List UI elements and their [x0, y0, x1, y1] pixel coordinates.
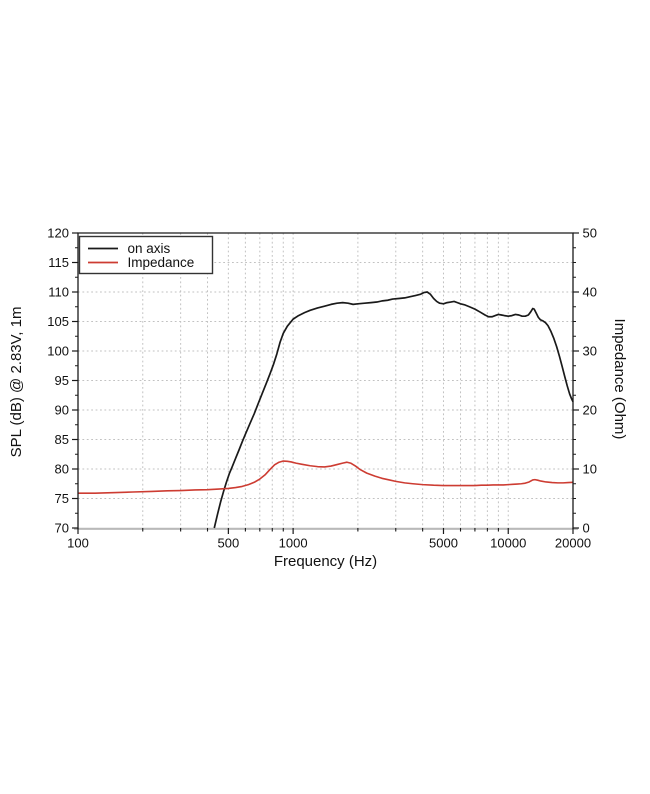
y-left-tick-label: 105 — [47, 314, 69, 329]
y-right-tick-label: 30 — [583, 344, 597, 359]
y-right-tick-label: 0 — [583, 521, 590, 536]
y-right-tick-label: 40 — [583, 285, 597, 300]
y-left-tick-label: 85 — [55, 432, 69, 447]
legend-item-label: on axis — [128, 241, 171, 256]
y-left-tick-label: 70 — [55, 521, 69, 536]
y-left-tick-label: 80 — [55, 462, 69, 477]
y-left-tick-label: 90 — [55, 403, 69, 418]
y-right-tick-label: 50 — [583, 226, 597, 241]
y-right-tick-label: 20 — [583, 403, 597, 418]
x-tick-label: 5000 — [429, 536, 458, 551]
y-right-axis-title: Impedance (Ohm) — [611, 319, 628, 440]
y-left-tick-label: 110 — [48, 285, 69, 300]
y-right-tick-label: 10 — [583, 462, 597, 477]
x-tick-label: 20000 — [555, 536, 591, 551]
x-tick-label: 500 — [218, 536, 240, 551]
y-left-tick-label: 115 — [48, 255, 69, 270]
y-left-tick-label: 95 — [55, 373, 69, 388]
y-left-tick-label: 100 — [47, 344, 69, 359]
plot-border — [77, 232, 574, 529]
gridlines — [78, 233, 574, 528]
y-left-axis-title: SPL (dB) @ 2.83V, 1m — [8, 307, 25, 458]
x-tick-label: 10000 — [490, 536, 526, 551]
x-tick-label: 100 — [67, 536, 89, 551]
curves — [78, 291, 574, 529]
plot-border-line — [77, 232, 574, 529]
series-impedance — [78, 460, 574, 494]
legend-item-label: Impedance — [128, 255, 195, 270]
legend-box — [78, 235, 214, 275]
axes: 100 500 1000 5000 10000 200007075808590951001… — [47, 226, 597, 551]
series-on-axis — [213, 291, 574, 529]
y-left-tick-label: 75 — [55, 491, 69, 506]
x-tick-label: 1000 — [279, 536, 308, 551]
y-left-tick-label: 120 — [47, 226, 69, 241]
x-axis-title: Frequency (Hz) — [274, 553, 377, 570]
